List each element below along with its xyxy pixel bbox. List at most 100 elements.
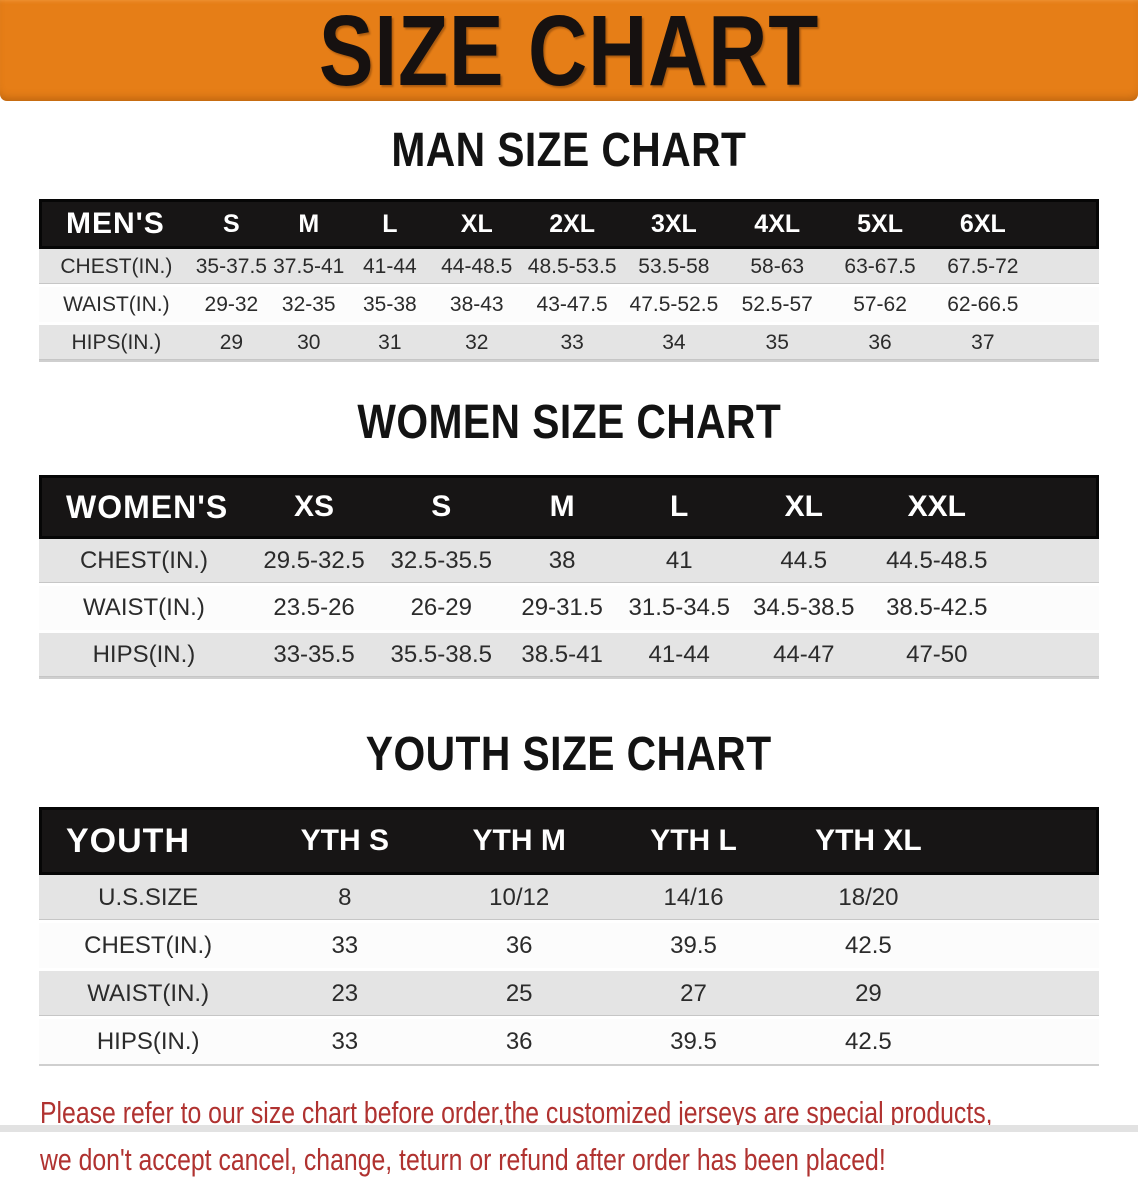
cell: 36 [829, 325, 932, 362]
column-header: XS [249, 475, 379, 539]
table-group-label: YOUTH [39, 807, 257, 875]
cell: 38 [503, 539, 621, 586]
row-label: WAIST(IN.) [39, 971, 257, 1019]
cell: 29-31.5 [503, 586, 621, 633]
row-spacer [956, 875, 1099, 923]
column-header: YTH XL [781, 807, 956, 875]
cell: 36 [432, 1019, 606, 1066]
cell: 44-47 [738, 633, 871, 679]
cell: 29.5-32.5 [249, 539, 379, 586]
cell: 57-62 [829, 287, 932, 325]
women-section-heading: WOMEN SIZE CHART [0, 399, 1138, 447]
cell: 32.5-35.5 [379, 539, 503, 586]
cell: 62-66.5 [931, 287, 1034, 325]
cell: 33 [522, 325, 622, 362]
cell: 58-63 [726, 249, 829, 287]
row-spacer [956, 1019, 1099, 1066]
row-spacer [1004, 586, 1099, 633]
cell: 44.5-48.5 [870, 539, 1004, 586]
cell: 42.5 [781, 923, 956, 971]
cell: 23.5-26 [249, 586, 379, 633]
cell: 43-47.5 [522, 287, 622, 325]
header-spacer [956, 807, 1099, 875]
column-header: YTH L [606, 807, 781, 875]
table-group-label: WOMEN'S [39, 475, 249, 539]
bottom-strip [0, 1125, 1138, 1132]
cell: 35-37.5 [194, 249, 269, 287]
row-label: CHEST(IN.) [39, 923, 257, 971]
cell: 33 [257, 1019, 432, 1066]
cell: 8 [257, 875, 432, 923]
cell: 18/20 [781, 875, 956, 923]
size-chart-banner: SIZE CHART [0, 0, 1138, 101]
column-header: XL [738, 475, 871, 539]
row-spacer [1004, 539, 1099, 586]
cell: 32-35 [269, 287, 349, 325]
cell: 31.5-34.5 [621, 586, 738, 633]
cell: 29 [781, 971, 956, 1019]
cell: 31 [349, 325, 432, 362]
disclaimer-line-2: we don't accept cancel, change, teturn o… [40, 1137, 1138, 1183]
cell: 39.5 [606, 1019, 781, 1066]
cell: 38.5-42.5 [870, 586, 1004, 633]
column-header: S [379, 475, 503, 539]
column-header: 4XL [726, 199, 829, 249]
row-label: CHEST(IN.) [39, 539, 249, 586]
cell: 32 [431, 325, 522, 362]
cell: 26-29 [379, 586, 503, 633]
cell: 34.5-38.5 [738, 586, 871, 633]
youth-section-heading-text: YOUTH SIZE CHART [366, 731, 772, 779]
row-spacer [1034, 249, 1099, 287]
cell: 48.5-53.5 [522, 249, 622, 287]
column-header: M [503, 475, 621, 539]
row-spacer [956, 923, 1099, 971]
row-label: WAIST(IN.) [39, 287, 194, 325]
cell: 39.5 [606, 923, 781, 971]
man-section-heading-text: MAN SIZE CHART [391, 127, 746, 175]
row-label: CHEST(IN.) [39, 249, 194, 287]
cell: 52.5-57 [726, 287, 829, 325]
column-header: XXL [870, 475, 1004, 539]
column-header: 3XL [622, 199, 726, 249]
cell: 29 [194, 325, 269, 362]
row-spacer [1034, 287, 1099, 325]
column-header: M [269, 199, 349, 249]
column-header: XL [431, 199, 522, 249]
table-group-label: MEN'S [39, 199, 194, 249]
header-spacer [1034, 199, 1099, 249]
cell: 47-50 [870, 633, 1004, 679]
row-label: U.S.SIZE [39, 875, 257, 923]
row-spacer [1034, 325, 1099, 362]
women-section-heading-text: WOMEN SIZE CHART [357, 399, 781, 447]
row-label: HIPS(IN.) [39, 325, 194, 362]
cell: 25 [432, 971, 606, 1019]
cell: 67.5-72 [931, 249, 1034, 287]
cell: 41-44 [349, 249, 432, 287]
header-spacer [1004, 475, 1099, 539]
cell: 53.5-58 [622, 249, 726, 287]
row-spacer [1004, 633, 1099, 679]
youth-section-heading: YOUTH SIZE CHART [0, 731, 1138, 779]
cell: 44-48.5 [431, 249, 522, 287]
cell: 37 [931, 325, 1034, 362]
cell: 35 [726, 325, 829, 362]
cell: 29-32 [194, 287, 269, 325]
cell: 33-35.5 [249, 633, 379, 679]
column-header: 6XL [931, 199, 1034, 249]
column-header: L [621, 475, 738, 539]
cell: 38-43 [431, 287, 522, 325]
disclaimer: Please refer to our size chart before or… [40, 1090, 1138, 1183]
